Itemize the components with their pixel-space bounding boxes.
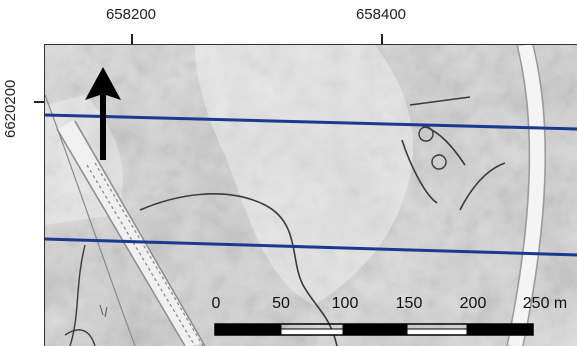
small-marks-sw (99, 304, 108, 318)
survey-line-south (45, 237, 577, 257)
scale-label-150: 150 (395, 295, 423, 312)
scale-label-50: 50 (272, 295, 290, 312)
north-arrow-icon (85, 67, 121, 160)
hillshade-relief-fine (45, 45, 577, 346)
pit-feature-2 (431, 154, 447, 170)
contour-line-sw-2 (64, 329, 96, 346)
road-east-edge-inner (506, 45, 531, 346)
contour-line-ne (409, 96, 471, 106)
pit-feature-1 (418, 126, 434, 142)
easting-label-658200: 658200 (105, 6, 157, 23)
contour-line-central (139, 193, 338, 346)
scale-segment-2 (280, 328, 344, 336)
scale-label-0: 0 (211, 295, 221, 312)
scale-label-100: 100 (331, 295, 359, 312)
scale-label-200: 200 (459, 295, 487, 312)
contour-line-ne-3 (401, 139, 438, 204)
road-west-edge-1 (56, 128, 186, 346)
easting-tick-658200 (131, 34, 133, 44)
hillshade-map[interactable] (45, 45, 577, 346)
scale-label-250m: 250 m (522, 295, 568, 312)
track-west (45, 94, 136, 346)
scale-bar-outline (214, 323, 534, 336)
hillshade-highlight (195, 45, 414, 305)
road-east-edge-outer (522, 45, 547, 346)
map-frame[interactable]: 0 50 100 150 200 250 m (44, 44, 577, 346)
contour-line-ne-4 (459, 162, 506, 211)
easting-tick-658400 (381, 34, 383, 44)
scale-segment-3 (342, 323, 408, 336)
scale-segment-5 (466, 323, 534, 336)
scale-segment-4 (406, 328, 468, 336)
railway-west (86, 164, 196, 346)
scale-bar (214, 323, 534, 336)
road-west-edge-2 (74, 120, 206, 346)
northing-label-6620200: 6620200 (2, 79, 19, 138)
easting-label-658400: 658400 (355, 6, 407, 23)
northing-tick-6620200 (34, 101, 44, 103)
scale-segment-1 (214, 323, 282, 336)
contour-line-sw (69, 244, 86, 346)
road-east (508, 45, 545, 346)
survey-line-north (45, 113, 577, 131)
